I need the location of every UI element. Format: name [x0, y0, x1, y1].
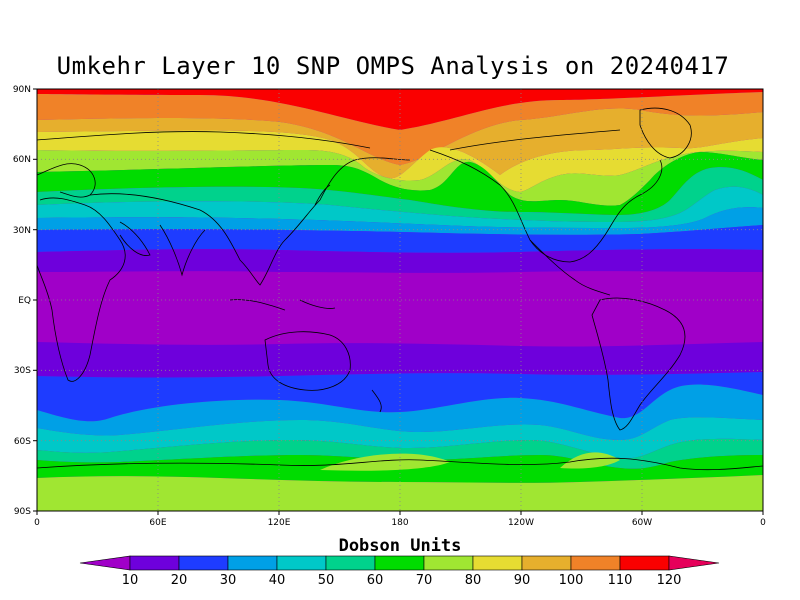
lon-label-120e: 120E [268, 518, 291, 528]
africa-coast [37, 197, 126, 382]
lat-label-90n: 90N [13, 85, 31, 95]
colorbar-arrow-high [668, 555, 720, 571]
band-20-30-south [37, 372, 763, 422]
lat-label-90s: 90S [14, 507, 31, 517]
antarctica-coast [37, 457, 763, 471]
colorbar-title: Dobson Units [338, 536, 462, 556]
lon-label-60e: 60E [149, 518, 166, 528]
colorbar-swatch [178, 555, 229, 571]
colorbar-label: 70 [416, 573, 433, 588]
band-80-90 [37, 130, 763, 192]
south-america-coast [591, 297, 686, 431]
colorbar-label: 20 [171, 573, 188, 588]
patch-70-south-center [320, 453, 450, 471]
colorbar-labels: 10 20 30 40 50 60 70 80 90 100 110 120 [122, 573, 682, 588]
band-40-50 [37, 186, 763, 228]
colorbar-swatch [227, 555, 278, 571]
lat-labels: 90N 60N 30N EQ 30S 60S 90S [13, 85, 31, 517]
arabia-coast [119, 221, 151, 256]
band-30-40-south [37, 384, 763, 440]
lon-label-0-west: 0 [34, 518, 40, 528]
band-70-80 [37, 150, 763, 206]
lat-label-30n: 30N [13, 226, 31, 236]
page-title: Umkehr Layer 10 SNP OMPS Analysis on 202… [56, 52, 730, 80]
india-coast [159, 224, 206, 277]
lat-label-60s: 60S [14, 437, 31, 447]
arctic-coast [37, 129, 621, 151]
japan-coast [314, 184, 331, 206]
lon-label-60w: 60W [632, 518, 652, 528]
indonesia-coast [229, 299, 336, 311]
colorbar-label: 120 [657, 573, 682, 588]
colorbar-swatch [521, 555, 572, 571]
colorbar-swatch [374, 555, 425, 571]
colorbar-label: 110 [608, 573, 633, 588]
band-100-110 [37, 92, 763, 165]
colorbar-swatch [570, 555, 621, 571]
colorbar-swatch [129, 555, 180, 571]
lon-label-0-east: 0 [760, 518, 766, 528]
colorbar-label: 90 [514, 573, 531, 588]
colorbar-label: 50 [318, 573, 335, 588]
colorbar-swatch [325, 555, 376, 571]
coastlines [37, 107, 763, 471]
lat-label-eq: EQ [18, 296, 31, 306]
band-20-30 [37, 225, 763, 253]
lat-label-60n: 60N [13, 155, 31, 165]
band-30-40 [37, 207, 763, 235]
colorbar-swatch [276, 555, 327, 571]
colorbar-swatch [423, 555, 474, 571]
band-90-100 [37, 108, 763, 179]
nz-coast [371, 389, 382, 413]
colorbar-label: 40 [269, 573, 286, 588]
tick-marks [33, 88, 764, 515]
colorbar-label: 30 [220, 573, 237, 588]
lon-labels: 0 60E 120E 180 120W 60W 0 [34, 518, 766, 528]
asia-coast [89, 157, 411, 286]
band-60-70 [37, 152, 763, 215]
lat-label-30s: 30S [14, 366, 31, 376]
greenland-coast [639, 107, 692, 159]
colorbar-swatch [619, 555, 670, 571]
colorbar-label: 60 [367, 573, 384, 588]
central-america-coast [529, 239, 611, 296]
colorbar-label: 10 [122, 573, 139, 588]
colorbar-arrow-low [79, 555, 131, 571]
lon-label-120w: 120W [508, 518, 534, 528]
patch-70-south-east [560, 452, 620, 469]
lon-label-180: 180 [391, 518, 408, 528]
colorbar-swatch [472, 555, 523, 571]
europe-coast [37, 163, 96, 198]
colorbar-swatches [79, 555, 720, 571]
north-america-coast [429, 149, 663, 263]
band-50-60 [37, 167, 763, 222]
band-10-20-south [37, 342, 763, 378]
colorbar-label: 100 [559, 573, 584, 588]
graticule [37, 89, 763, 511]
colorbar-label: 80 [465, 573, 482, 588]
